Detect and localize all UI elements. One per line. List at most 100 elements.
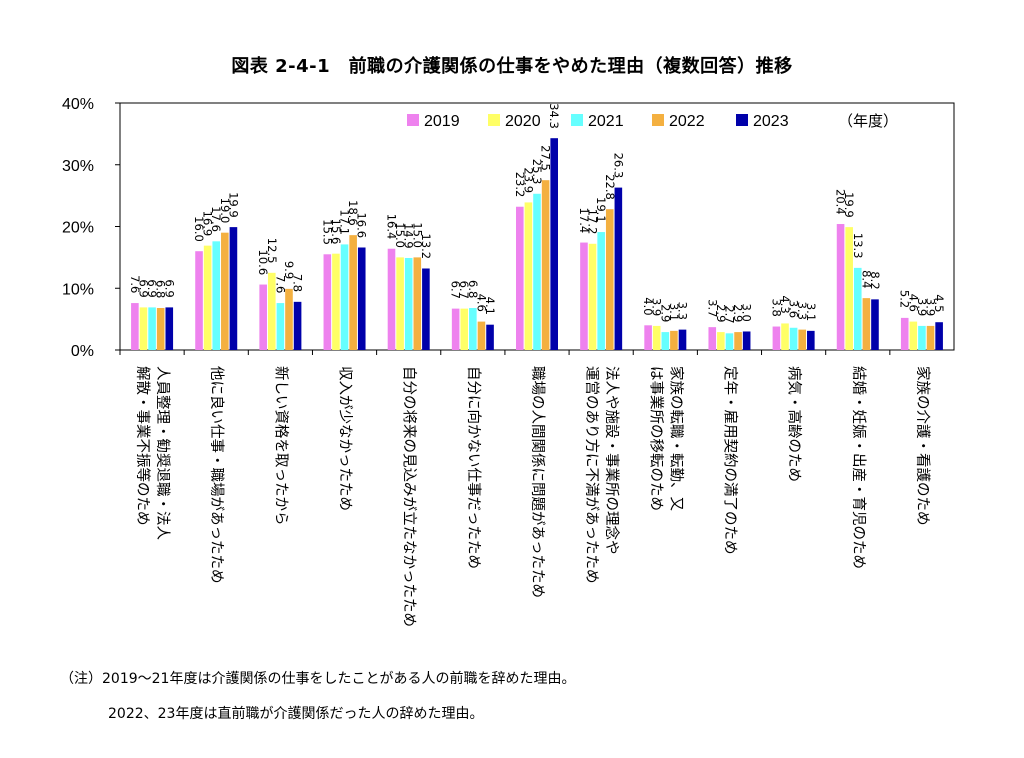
bar <box>541 180 550 350</box>
data-label: 6.7 <box>449 281 463 299</box>
bar <box>460 308 469 350</box>
bar <box>524 202 533 350</box>
category-label: 収入が少なかったため <box>337 366 354 511</box>
bar <box>789 327 798 350</box>
data-label: 19.0 <box>218 198 232 224</box>
bar <box>580 242 588 350</box>
y-tick-label: 30% <box>62 158 94 175</box>
data-label: 14.9 <box>402 223 416 249</box>
data-label: 3.1 <box>804 303 818 321</box>
data-label: 4.6 <box>906 294 920 312</box>
y-tick-label: 0% <box>71 343 94 360</box>
bar <box>131 303 139 350</box>
category-label: は事業所の移転のため <box>647 366 664 511</box>
data-label: 15.0 <box>393 222 407 248</box>
category-label: 自分の将来の見込みが立たなかったため <box>401 366 418 627</box>
bar <box>862 298 871 350</box>
bar <box>451 308 460 350</box>
footnote-2: 2022、23年度は直前職が介護関係だった人の辞めた理由。 <box>108 706 484 722</box>
bar <box>156 308 165 350</box>
data-label: 15.0 <box>410 222 424 248</box>
data-label: 3.6 <box>787 300 801 318</box>
bar <box>734 332 742 350</box>
data-label: 2.7 <box>722 305 736 323</box>
legend-swatch <box>407 114 419 126</box>
bar <box>836 224 845 350</box>
data-label: 18.6 <box>346 200 360 226</box>
data-label: 26.3 <box>611 153 625 179</box>
category-label: 運営のあり方に不満があったため <box>583 366 600 584</box>
data-label: 16.9 <box>201 211 215 237</box>
y-tick-label: 20% <box>62 220 94 237</box>
data-label: 16.6 <box>355 212 369 238</box>
bar <box>708 327 717 350</box>
data-label: 3.3 <box>795 302 809 320</box>
bar <box>717 332 725 350</box>
bar <box>853 267 862 350</box>
category-label: 自分に向かない仕事だったため <box>465 366 482 569</box>
data-label: 7.6 <box>273 275 287 293</box>
data-label: 2.9 <box>658 304 672 322</box>
bar <box>605 209 614 350</box>
data-label: 4.1 <box>483 297 497 315</box>
bar <box>516 206 524 350</box>
chart-title: 図表 2-4-1 前職の介護関係の仕事をやめた理由（複数回答）推移 <box>231 56 793 77</box>
bar <box>229 227 238 350</box>
bar <box>276 303 285 350</box>
data-label: 12.5 <box>265 238 279 264</box>
data-label: 6.9 <box>145 279 159 297</box>
data-label: 22.8 <box>603 174 617 200</box>
bar <box>798 329 807 350</box>
bar <box>422 268 430 350</box>
data-label: 19.9 <box>226 192 240 218</box>
bar <box>148 307 156 350</box>
bar <box>614 187 623 350</box>
category-label: 他に良い仕事・職場があったため <box>208 366 225 584</box>
bar <box>404 257 413 350</box>
bars-group <box>119 138 943 355</box>
y-axis: 0% 10% 20% 30% 40% <box>62 96 120 360</box>
bar <box>588 243 597 350</box>
legend-swatch <box>652 114 664 126</box>
bar <box>332 253 340 350</box>
category-label: 結婚・妊娠・出産・育児のため <box>850 366 867 569</box>
bar <box>644 325 652 350</box>
bar <box>661 332 670 350</box>
bar <box>139 307 148 350</box>
bar <box>909 321 918 350</box>
data-label: 19.1 <box>594 197 608 223</box>
bar <box>772 326 781 350</box>
data-label: 13.3 <box>851 233 865 259</box>
bar <box>285 288 293 350</box>
category-label: 定年・雇用契約の満了のため <box>721 366 738 555</box>
data-label: 6.7 <box>457 281 471 299</box>
data-label: 17.2 <box>586 209 600 235</box>
bar <box>195 251 203 350</box>
bar <box>678 329 687 350</box>
bar <box>165 307 174 350</box>
bar <box>293 301 302 350</box>
bar <box>259 284 267 350</box>
bar <box>477 321 486 350</box>
data-label: 17.6 <box>209 206 223 232</box>
legend-swatch <box>488 114 500 126</box>
data-label: 4.0 <box>641 297 655 315</box>
legend-label: 2019 <box>424 113 460 130</box>
y-tick-label: 10% <box>62 281 94 298</box>
data-label: 4.3 <box>778 295 792 313</box>
data-label: 19.9 <box>842 192 856 218</box>
bar <box>349 235 357 350</box>
data-label: 9.9 <box>282 261 296 279</box>
data-label: 2.9 <box>731 304 745 322</box>
data-label: 6.9 <box>162 279 176 297</box>
bar <box>871 299 879 350</box>
bar <box>670 330 678 350</box>
data-label: 6.8 <box>466 280 480 298</box>
bar <box>413 257 422 350</box>
bar <box>469 308 477 350</box>
data-label: 3.9 <box>650 298 664 316</box>
bar <box>926 325 935 350</box>
bar <box>387 248 396 350</box>
